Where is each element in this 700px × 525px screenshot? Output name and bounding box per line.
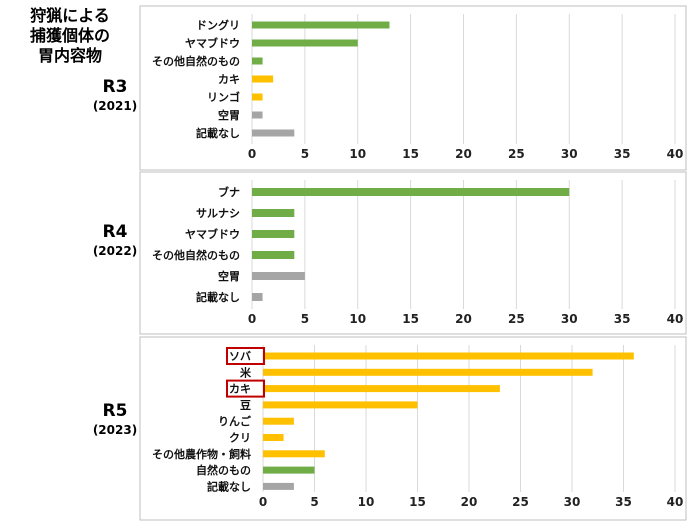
category-label: ブナ [218,185,240,199]
tick-label: 20 [461,495,478,509]
category-label: その他農作物・飼料 [152,447,251,461]
panel-label-r4: R4 (2022) [82,221,148,259]
tick-label: 40 [667,312,684,326]
category-label: その他自然のもの [152,54,240,68]
tick-label: 10 [349,147,366,161]
bar [252,93,263,101]
panel-frame-2 [139,336,687,521]
panel-frame-1 [139,171,687,335]
bar [252,230,295,238]
tick-label: 25 [508,312,525,326]
chart-title: 狩猟による 捕獲個体の 胃内容物 [4,6,136,66]
category-label: ソバ [229,350,251,363]
tick-label: 30 [561,147,578,161]
bar [252,39,358,47]
bar [252,75,274,83]
category-label: リンゴ [207,90,240,104]
tick-label: 0 [248,312,256,326]
tick-label: 20 [455,312,472,326]
category-label: 空胃 [218,269,240,283]
category-label: サルナシ [196,207,240,220]
tick-label: 40 [667,147,684,161]
tick-label: 30 [561,312,578,326]
bar [252,21,390,29]
tick-label: 5 [301,147,309,161]
bar [252,111,263,119]
tick-label: 35 [615,495,632,509]
category-label: 記載なし [196,290,240,304]
panel-label-r5: R5 (2023) [82,400,148,438]
tick-label: 15 [409,495,426,509]
bar [252,188,570,196]
category-label: 自然のもの [196,463,251,477]
highlight-box [226,347,265,365]
bar [263,482,294,490]
bar [263,450,325,458]
category-label: ドングリ [196,18,240,32]
panel-frame-0 [139,5,687,171]
category-label: 記載なし [196,126,240,140]
category-label: クリ [229,432,251,445]
tick-label: 30 [564,495,581,509]
category-label: カキ [229,383,251,396]
title-line-3: 胃内容物 [37,46,102,65]
bar [252,272,305,280]
panel-r4-year: (2022) [92,244,138,258]
tick-label: 25 [508,147,525,161]
bar [263,352,634,360]
panel-r5-year: (2023) [92,423,138,437]
tick-label: 15 [402,147,419,161]
category-label: りんご [218,414,252,428]
panel-r3-name: R3 [102,77,128,97]
tick-label: 5 [310,495,318,509]
category-label: 空胃 [218,108,240,122]
category-label: 記載なし [207,479,251,493]
bar [263,385,500,393]
tick-label: 35 [614,312,631,326]
tick-label: 10 [349,312,366,326]
tick-label: 15 [402,312,419,326]
category-label: カキ [218,73,240,86]
tick-label: 0 [259,495,267,509]
panel-r3-year: (2021) [92,99,138,113]
tick-label: 25 [512,495,529,509]
bar [263,434,284,441]
panel-label-r3: R3 (2021) [82,76,148,114]
highlight-box [226,379,265,398]
tick-label: 35 [614,147,631,161]
title-line-1: 狩猟による [30,6,110,25]
bar [252,57,263,65]
tick-label: 20 [455,147,472,161]
bar [263,368,593,376]
category-label: その他自然のもの [152,248,240,262]
bar [263,466,315,474]
category-label: 豆 [240,399,251,412]
bar [252,209,295,217]
category-label: 米 [239,365,252,379]
tick-label: 5 [301,312,309,326]
category-label: ヤマブドウ [185,227,240,241]
bar [252,251,295,259]
tick-label: 10 [358,495,375,509]
tick-label: 40 [667,495,684,509]
tick-label: 0 [248,147,256,161]
panel-r4-name: R4 [102,222,128,242]
bar [263,417,294,425]
bar [252,129,295,137]
title-line-2: 捕獲個体の [29,26,110,45]
panel-r5-name: R5 [102,401,128,421]
bar [252,293,263,301]
bar [263,401,418,409]
category-label: ヤマブドウ [185,36,240,50]
